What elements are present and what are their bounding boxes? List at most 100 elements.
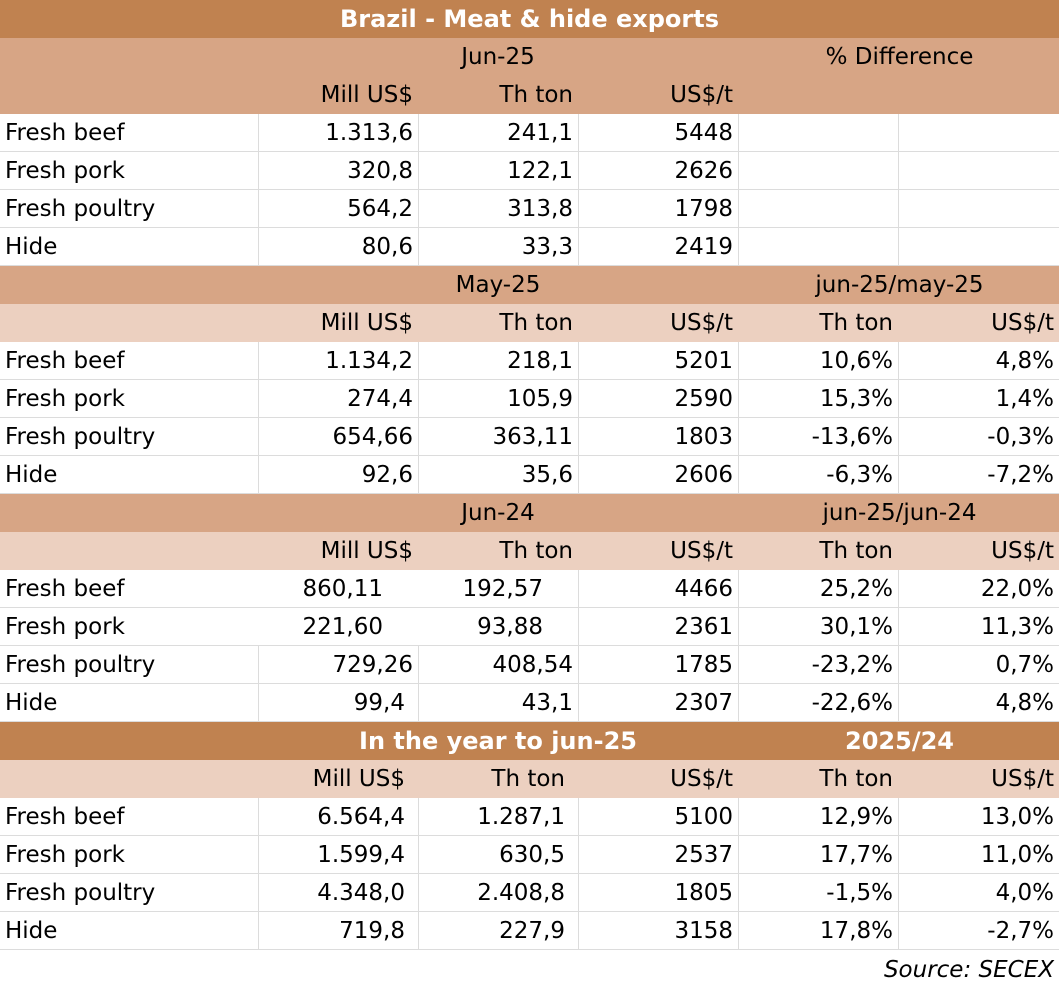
cell-empty (738, 228, 898, 265)
source-note: Source: SECEX (883, 956, 1054, 983)
cell-price: 5448 (578, 114, 738, 151)
cell-th: 122,1 (418, 152, 578, 189)
section-period: In the year to jun-25 (359, 727, 637, 755)
cell-th: 43,1 (418, 684, 578, 721)
col-header-price: US$/t (670, 766, 733, 792)
cell-diff-price: 1,4% (898, 380, 1059, 417)
cell-diff-price: 13,0% (898, 798, 1059, 835)
cell-mill: 320,8 (258, 152, 418, 189)
cell-diff-th: -13,6% (738, 418, 898, 455)
cell-empty (898, 228, 1059, 265)
section-header-jun25: Jun-25 % Difference Mill US$ Th ton US$/… (0, 38, 1059, 114)
cell-diff-price: -0,3% (898, 418, 1059, 455)
section-header-ytd: In the year to jun-25 2025/24 (0, 722, 1059, 760)
cell-th: 1.287,1 (418, 798, 570, 835)
col-header-diff-price: US$/t (991, 538, 1054, 564)
col-header-diff-price: US$/t (991, 766, 1054, 792)
cell-diff-th: -6,3% (738, 456, 898, 493)
cell-th: 313,8 (418, 190, 578, 227)
table-row: Fresh beef 1.313,6 241,1 5448 (0, 114, 1059, 152)
cell-price: 2419 (578, 228, 738, 265)
cell-price: 3158 (578, 912, 738, 949)
table-row: Fresh poultry 4.348,0 2.408,8 1805 -1,5%… (0, 874, 1059, 912)
cell-mill: 564,2 (258, 190, 418, 227)
cell-diff-price: 4,0% (898, 874, 1059, 911)
cell-th: 363,11 (418, 418, 578, 455)
col-header-price: US$/t (670, 82, 733, 108)
col-header-th: Th ton (499, 538, 573, 564)
cell-price: 2590 (578, 380, 738, 417)
cell-price: 2307 (578, 684, 738, 721)
section-period: Jun-24 (461, 500, 535, 526)
source-row: Source: SECEX (0, 950, 1059, 989)
table-row: Fresh beef 6.564,4 1.287,1 5100 12,9% 13… (0, 798, 1059, 836)
row-label: Fresh beef (5, 575, 125, 602)
cell-diff-th: -1,5% (738, 874, 898, 911)
row-label: Hide (5, 461, 58, 488)
cell-price: 2606 (578, 456, 738, 493)
cell-th: 218,1 (418, 342, 578, 379)
cell-th: 241,1 (418, 114, 578, 151)
cell-price: 1805 (578, 874, 738, 911)
cell-empty (898, 152, 1059, 189)
row-label: Fresh pork (5, 613, 125, 640)
cell-mill: 80,6 (258, 228, 418, 265)
cell-diff-th: 17,8% (738, 912, 898, 949)
cell-diff-price: 22,0% (898, 570, 1059, 607)
cell-th: 35,6 (418, 456, 578, 493)
cell-mill: 1.599,4 (258, 836, 410, 873)
cell-th: 630,5 (418, 836, 570, 873)
cell-mill: 654,66 (258, 418, 418, 455)
cell-empty (898, 114, 1059, 151)
col-header-th: Th ton (499, 82, 573, 108)
cell-price: 1785 (578, 646, 738, 683)
table-row: Fresh pork 1.599,4 630,5 2537 17,7% 11,0… (0, 836, 1059, 874)
cell-diff-price: 4,8% (898, 342, 1059, 379)
row-label: Fresh beef (5, 803, 125, 830)
col-header-diff-th: Th ton (819, 766, 893, 792)
cell-diff-price: -2,7% (898, 912, 1059, 949)
column-header-row: Mill US$ Th ton US$/t Th ton US$/t (0, 760, 1059, 798)
table-row: Hide 80,6 33,3 2419 (0, 228, 1059, 266)
table-title-row: Brazil - Meat & hide exports (0, 0, 1059, 38)
col-header-mill: Mill US$ (312, 766, 405, 792)
cell-diff-th: 30,1% (738, 608, 898, 645)
cell-mill: 92,6 (258, 456, 418, 493)
cell-price: 2537 (578, 836, 738, 873)
section-compare: jun-25/jun-24 (822, 500, 977, 526)
table-row: Fresh pork 320,8 122,1 2626 (0, 152, 1059, 190)
cell-mill: 6.564,4 (258, 798, 410, 835)
difference-label: % Difference (825, 44, 974, 70)
table-row: Hide 92,6 35,6 2606 -6,3% -7,2% (0, 456, 1059, 494)
cell-price: 5201 (578, 342, 738, 379)
section-period: May-25 (455, 272, 541, 298)
table-row: Fresh poultry 564,2 313,8 1798 (0, 190, 1059, 228)
cell-mill: 274,4 (258, 380, 418, 417)
cell-diff-price: 4,8% (898, 684, 1059, 721)
col-header-price: US$/t (670, 538, 733, 564)
cell-th: 2.408,8 (418, 874, 570, 911)
table-row: Fresh poultry 729,26 408,54 1785 -23,2% … (0, 646, 1059, 684)
cell-price: 5100 (578, 798, 738, 835)
cell-th: 33,3 (418, 228, 578, 265)
cell-th: 93,88 (477, 613, 543, 640)
table-row: Hide 99,4 43,1 2307 -22,6% 4,8% (0, 684, 1059, 722)
col-header-th: Th ton (499, 310, 573, 336)
col-header-diff-price: US$/t (991, 310, 1054, 336)
row-label: Hide (5, 233, 58, 260)
cell-mill: 729,26 (258, 646, 418, 683)
cell-empty (738, 190, 898, 227)
cell-diff-price: 11,0% (898, 836, 1059, 873)
cell-mill: 99,4 (258, 684, 410, 721)
cell-empty (738, 152, 898, 189)
row-label: Fresh poultry (5, 879, 156, 906)
cell-diff-th: 10,6% (738, 342, 898, 379)
section-header-jun24: Jun-24 jun-25/jun-24 (0, 494, 1059, 532)
cell-price: 2626 (578, 152, 738, 189)
cell-th: 227,9 (418, 912, 570, 949)
cell-mill: 860,11 (302, 575, 383, 602)
column-header-row: Mill US$ Th ton US$/t Th ton US$/t (0, 304, 1059, 342)
table-row: Fresh beef 860,11 192,57 4466 25,2% 22,0… (0, 570, 1059, 608)
col-header-th: Th ton (491, 766, 565, 792)
